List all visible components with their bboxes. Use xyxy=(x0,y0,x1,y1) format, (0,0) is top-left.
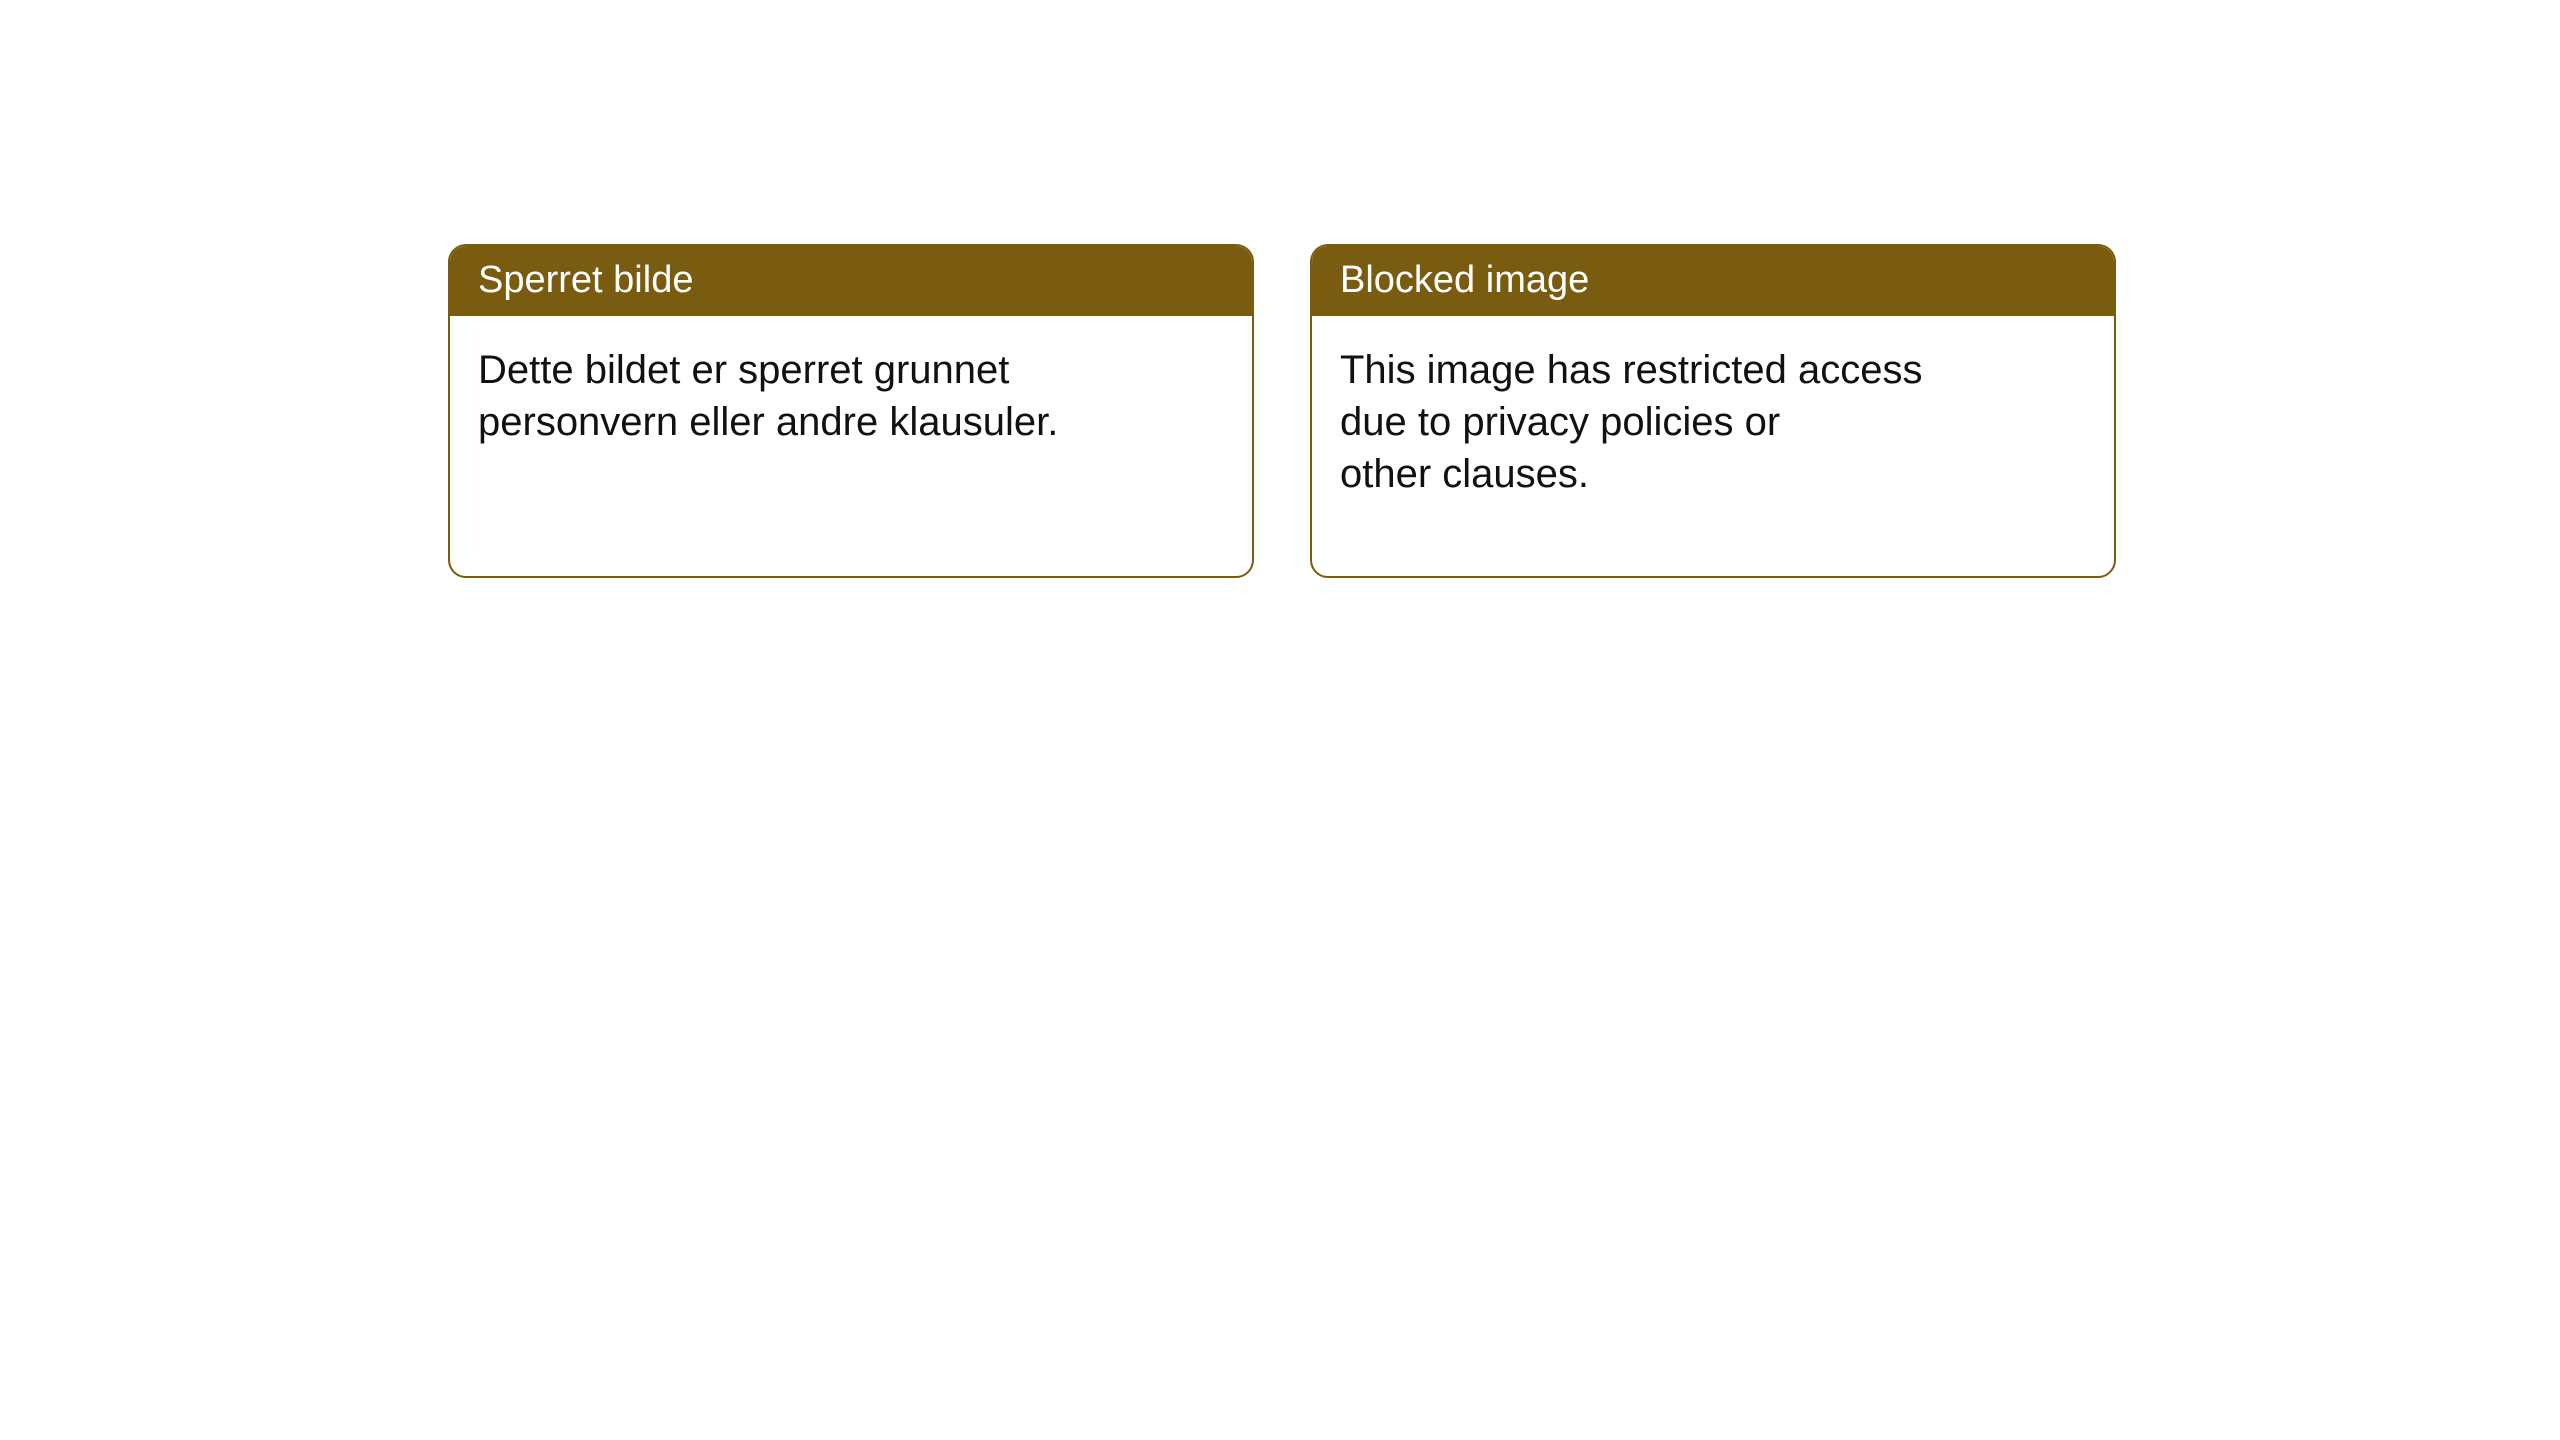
notice-body: Dette bildet er sperret grunnet personve… xyxy=(450,316,1252,476)
notice-container: Sperret bilde Dette bildet er sperret gr… xyxy=(448,244,2116,578)
notice-header: Sperret bilde xyxy=(450,246,1252,316)
notice-header: Blocked image xyxy=(1312,246,2114,316)
notice-box-norwegian: Sperret bilde Dette bildet er sperret gr… xyxy=(448,244,1254,578)
notice-box-english: Blocked image This image has restricted … xyxy=(1310,244,2116,578)
notice-body: This image has restricted access due to … xyxy=(1312,316,2114,528)
